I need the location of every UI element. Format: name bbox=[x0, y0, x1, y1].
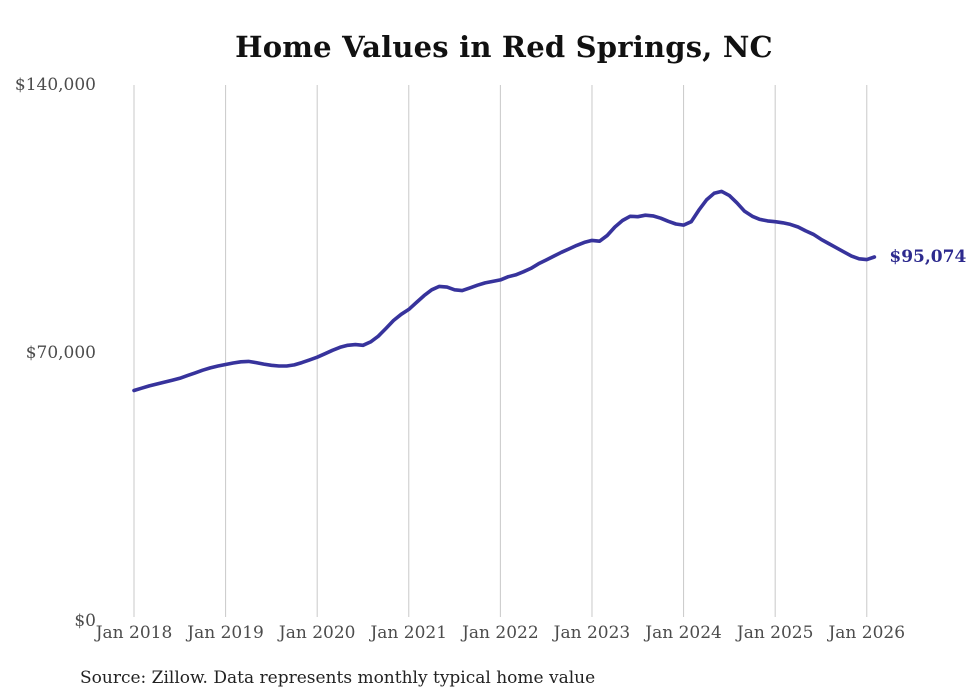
x-axis-tick-label: Jan 2018 bbox=[95, 623, 173, 643]
y-axis-tick-label: $0 bbox=[74, 610, 96, 631]
x-axis-tick-label: Jan 2026 bbox=[828, 623, 906, 643]
x-axis-tick-label: Jan 2023 bbox=[553, 623, 631, 643]
x-axis-tick-label: Jan 2019 bbox=[187, 623, 264, 643]
x-axis-tick-label: Jan 2020 bbox=[278, 623, 356, 643]
source-note: Source: Zillow. Data represents monthly … bbox=[80, 668, 596, 688]
x-axis-tick-label: Jan 2021 bbox=[370, 623, 448, 643]
y-axis-tick-label: $70,000 bbox=[25, 342, 96, 363]
value-line bbox=[132, 189, 877, 393]
x-axis-tick-label: Jan 2022 bbox=[462, 623, 539, 643]
y-axis-tick-label: $140,000 bbox=[14, 74, 96, 95]
chart-title: Home Values in Red Springs, NC bbox=[235, 30, 773, 64]
end-value-label: $95,074 bbox=[889, 247, 967, 267]
x-axis-tick-label: Jan 2024 bbox=[645, 623, 722, 643]
x-axis-tick-label: Jan 2025 bbox=[736, 623, 814, 643]
